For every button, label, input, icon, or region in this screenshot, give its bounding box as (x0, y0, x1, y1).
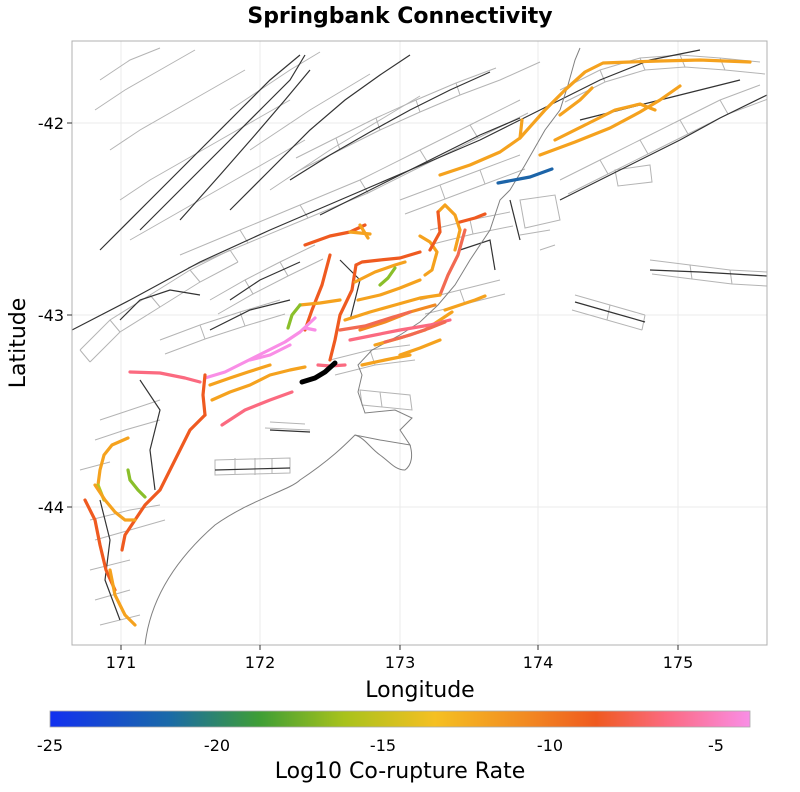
x-axis-label: Longitude (365, 678, 474, 703)
colorbar-tick-label: -25 (37, 736, 63, 755)
colorbar-gradient (49, 710, 751, 728)
fault-subsection-grid (79, 47, 767, 626)
colorbar-label: Log10 Co-rupture Rate (275, 759, 526, 784)
colorbar-tick-label: -5 (708, 736, 724, 755)
colorbar: -25 -20 -15 -10 -5 Log10 Co-rupture Rate (37, 710, 751, 784)
plot-panel (71, 40, 768, 646)
y-axis-label: Latitude (6, 298, 31, 389)
y-tick-label: -44 (38, 498, 64, 517)
colorbar-tick-label: -15 (370, 736, 396, 755)
fault-traces (72, 49, 767, 621)
x-tick-label: 174 (523, 653, 554, 672)
x-tick-label: 171 (106, 653, 137, 672)
chart-title: Springbank Connectivity (247, 4, 552, 29)
colorbar-tick-label: -20 (204, 736, 230, 755)
x-tick-label: 175 (663, 653, 694, 672)
y-tick-label: -42 (38, 114, 64, 133)
x-axis: 171 172 173 174 175 Longitude (106, 645, 694, 703)
coastline (144, 47, 581, 645)
x-tick-label: 173 (385, 653, 416, 672)
rupture-sections (83, 58, 752, 627)
y-tick-label: -43 (38, 306, 64, 325)
colorbar-tick-label: -10 (537, 736, 563, 755)
gridlines (72, 41, 767, 645)
y-axis: -42 -43 -44 Latitude (6, 114, 72, 517)
x-tick-label: 172 (245, 653, 276, 672)
